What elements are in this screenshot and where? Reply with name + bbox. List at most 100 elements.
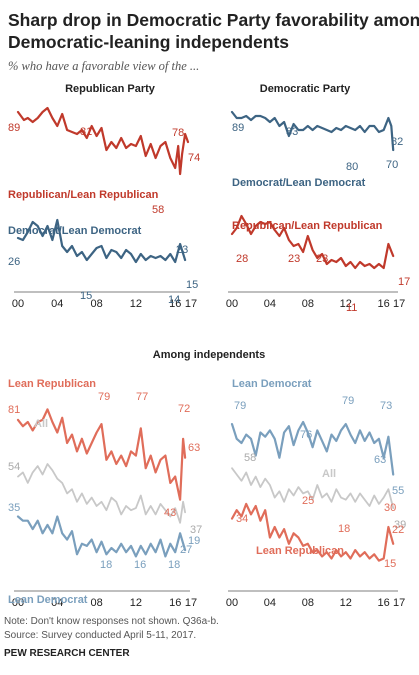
data-label: 23 [316, 253, 328, 265]
x-tick-label: 04 [51, 597, 63, 609]
series-name-label: All [34, 418, 48, 430]
data-label: 14 [168, 294, 180, 306]
data-label: 18 [100, 559, 112, 571]
x-tick-label: 16 [169, 597, 181, 609]
x-tick-label: 08 [90, 597, 102, 609]
data-label: 26 [8, 256, 20, 268]
data-label: 79 [342, 395, 354, 407]
data-label: 43 [164, 507, 176, 519]
data-label: 89 [8, 122, 20, 134]
series-line-republican-lean-republican [16, 106, 190, 176]
data-label: 81 [80, 126, 92, 138]
data-label: 80 [346, 161, 358, 173]
data-label: 63 [188, 442, 200, 454]
x-tick-label: 17 [393, 298, 405, 310]
data-label: 27 [180, 544, 192, 556]
panel-title-democratic-party: Democratic Party [260, 83, 351, 95]
data-label: 25 [302, 495, 314, 507]
series-name-label: Lean Democrat [8, 594, 88, 606]
data-label: 35 [8, 502, 20, 514]
data-label: 34 [236, 513, 248, 525]
panel-3: 00 04 08 12 16 17 Lean Democrat All Lean Republi… [226, 378, 406, 609]
x-tick-label: 12 [340, 298, 352, 310]
x-tick-label: 16 [169, 298, 181, 310]
data-label: 79 [234, 400, 246, 412]
x-tick-label: 04 [51, 298, 63, 310]
data-label: 19 [188, 535, 200, 547]
series-line-lean-democrat [230, 420, 395, 476]
data-label: 74 [188, 152, 200, 164]
data-label: 70 [386, 159, 398, 171]
data-label: 89 [232, 122, 244, 134]
chart-title-line1: Sharp drop in Democratic Party favorabil… [8, 10, 419, 30]
data-label: 63 [374, 454, 386, 466]
data-label: 37 [190, 524, 202, 536]
x-tick-label: 16 [378, 298, 390, 310]
series-line-all [231, 467, 395, 509]
data-label: 72 [178, 403, 190, 415]
data-label: 82 [391, 136, 403, 148]
series-name-label: Republican/Lean Republican [232, 220, 383, 232]
data-label: 58 [244, 452, 256, 464]
series-name-label: Democrat/Lean Democrat [232, 177, 366, 189]
x-tick-label: 00 [226, 597, 238, 609]
x-tick-label: 00 [12, 298, 24, 310]
data-label: 17 [398, 276, 410, 288]
x-tick-label: 12 [340, 597, 352, 609]
chart-source: Source: Survey conducted April 5-11, 201… [4, 630, 196, 641]
series-line-lean-republican [230, 502, 395, 562]
data-label: 15 [186, 279, 198, 291]
data-label: 22 [392, 524, 404, 536]
data-label: 15 [80, 290, 92, 302]
data-label: 58 [152, 204, 164, 216]
data-label: 78 [172, 127, 184, 139]
x-tick-label: 04 [264, 597, 276, 609]
data-label: 39 [394, 519, 406, 531]
data-label: 76 [300, 429, 312, 441]
series-name-label: Lean Republican [256, 545, 344, 557]
series-line-republican-lean-republican [230, 214, 395, 270]
data-label: 73 [380, 400, 392, 412]
data-label: 23 [288, 253, 300, 265]
panel-0: 00 04 08 12 16 17 Republican/Lean Republican De… [8, 106, 200, 310]
series-line-democrat-lean-democrat [230, 110, 395, 152]
series-line-democrat-lean-democrat [16, 218, 187, 264]
series-line-lean-democrat [16, 515, 187, 558]
data-label: 18 [168, 559, 180, 571]
data-label: 16 [134, 559, 146, 571]
data-label: 79 [98, 391, 110, 403]
series-name-label: Lean Democrat [232, 378, 312, 390]
data-label: 55 [392, 485, 404, 497]
series-name-label: All [322, 468, 336, 480]
x-tick-label: 08 [90, 298, 102, 310]
x-tick-label: 12 [130, 298, 142, 310]
chart-subtitle: % who have a favorable view of the ... [8, 59, 199, 73]
data-label: 11 [346, 302, 357, 314]
x-tick-label: 16 [378, 597, 390, 609]
series-name-label: Republican/Lean Republican [8, 189, 159, 201]
data-label: 23 [176, 244, 188, 256]
x-tick-label: 00 [226, 298, 238, 310]
chart-title-line2: Democratic-leaning independents [8, 32, 289, 52]
panel-2: 00 04 08 12 16 17 Lean Republican All Lean Democ… [8, 378, 202, 609]
x-tick-label: 17 [393, 597, 405, 609]
data-label: 18 [338, 523, 350, 535]
x-tick-label: 12 [130, 597, 142, 609]
section-label-independents: Among independents [153, 349, 265, 361]
data-label: 81 [8, 404, 20, 416]
data-label: 54 [8, 461, 20, 473]
data-label: 77 [136, 391, 148, 403]
org-credit: PEW RESEARCH CENTER [4, 648, 130, 659]
panel-title-republican-party: Republican Party [65, 83, 156, 95]
chart-note: Note: Don't know responses not shown. Q3… [4, 616, 219, 627]
x-tick-label: 08 [302, 597, 314, 609]
data-label: 83 [286, 126, 298, 138]
series-name-label: Lean Republican [8, 378, 96, 390]
data-label: 30 [384, 502, 396, 514]
x-tick-label: 17 [185, 298, 197, 310]
data-label: 28 [236, 253, 248, 265]
x-tick-label: 17 [185, 597, 197, 609]
x-tick-label: 04 [264, 298, 276, 310]
